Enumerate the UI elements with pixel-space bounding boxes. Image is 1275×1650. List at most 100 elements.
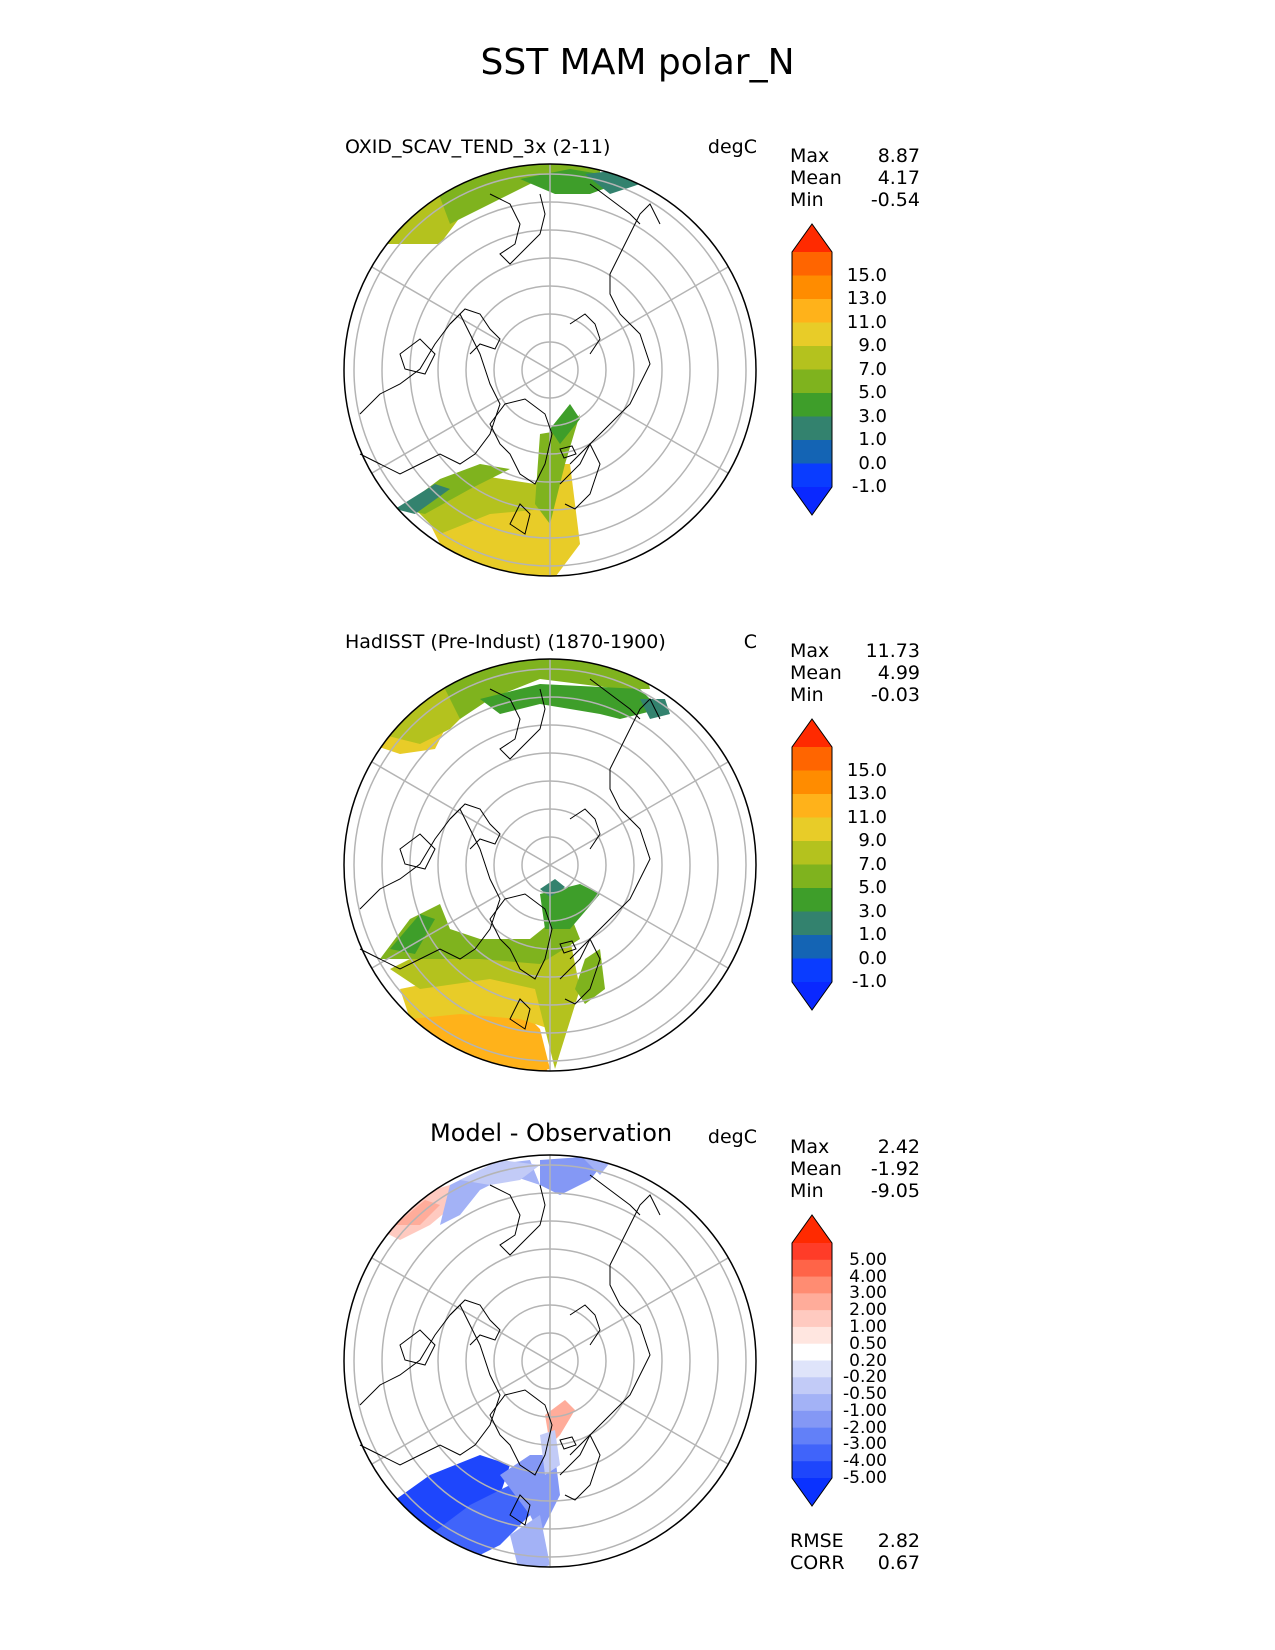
colorbar-tick-label: 3.0	[858, 900, 887, 922]
colorbar-segment	[792, 770, 832, 795]
stat-label: Mean	[790, 1158, 842, 1180]
panel-1-stats: Max 8.87 Mean 4.17 Min -0.54	[790, 145, 920, 211]
colorbar-segment	[792, 275, 832, 300]
colorbar-extend-min	[792, 1478, 832, 1506]
colorbar-extend-max	[792, 1215, 832, 1243]
sst-atlantic-mid	[390, 939, 580, 1069]
colorbar-tick-label: 5.0	[858, 382, 887, 403]
colorbar-segment	[792, 817, 832, 842]
stat-value: -0.54	[870, 189, 920, 211]
colorbar-extend-min	[792, 487, 832, 515]
colorbar-tick-label: 9.0	[858, 335, 887, 356]
colorbar-tick-label: 2.00	[849, 1300, 887, 1321]
colorbar-tick-label: 4.00	[849, 1266, 887, 1287]
colorbar-segment	[792, 393, 832, 417]
coast-arctic-islands	[449, 803, 501, 850]
sst-baltic	[575, 949, 605, 1004]
sst-barents	[540, 884, 600, 929]
coast-uk	[509, 998, 531, 1030]
colorbar-extend-max	[792, 719, 832, 747]
coast-alaska	[489, 1184, 546, 1256]
colorbar-segment	[792, 958, 832, 983]
colorbar-tick-label: 7.0	[858, 853, 887, 875]
bias-pacific-blue2	[460, 1160, 540, 1185]
colorbar-segment	[792, 1360, 832, 1378]
colorbar-tick-label: 5.00	[849, 1249, 887, 1270]
colorbar-segment	[792, 911, 832, 936]
coast-siberia-north	[569, 808, 601, 850]
colorbar-segment	[792, 1259, 832, 1278]
coast-greenland	[489, 893, 553, 980]
coast-iceland	[559, 940, 577, 954]
stat-value: 4.17	[877, 167, 920, 189]
coast-uk	[509, 1494, 531, 1526]
colorbar-segment	[792, 1326, 832, 1345]
colorbar-segment	[792, 1461, 832, 1479]
metric-value: 0.67	[877, 1552, 920, 1574]
colorbar-tick-label: 0.0	[858, 947, 887, 969]
stat-label: Max	[790, 640, 830, 662]
colorbar-tick-label: 5.0	[858, 877, 887, 898]
coast-scandinavia	[559, 442, 601, 510]
colorbar-segment	[792, 1276, 832, 1294]
coast-alaska	[489, 688, 546, 760]
coast-kamchatka	[589, 183, 641, 225]
colorbar-tick-label: 0.50	[849, 1333, 887, 1354]
stat-value: -1.92	[870, 1158, 920, 1180]
colorbar-tick-label: 3.0	[858, 405, 887, 427]
colorbar-outline	[791, 223, 833, 516]
colorbar-tick-label: 11.0	[846, 311, 887, 333]
metric-value: 2.82	[877, 1530, 920, 1552]
stat-value: -9.05	[870, 1180, 920, 1202]
metric-label: RMSE	[790, 1530, 844, 1552]
colorbar-tick-label: 11.0	[846, 806, 887, 828]
colorbar-tick-label: -1.00	[843, 1400, 887, 1421]
colorbar-outline	[791, 1214, 833, 1507]
coast-hudson	[399, 1329, 436, 1366]
sst-atlantic-mid	[410, 464, 555, 534]
stat-label: Min	[790, 1180, 824, 1202]
colorbar-segment	[792, 440, 832, 464]
colorbar-tick-label: 13.0	[846, 783, 887, 804]
sst-norwegian	[535, 414, 580, 524]
stat-value: 11.73	[865, 640, 920, 662]
colorbar-segment	[792, 252, 832, 276]
colorbar-segment	[792, 1243, 832, 1261]
colorbar-segment	[792, 935, 832, 959]
panel-2-map	[343, 658, 757, 1072]
panel-3-metrics: RMSE 2.82 CORR 0.67	[790, 1530, 920, 1574]
panel-1-map	[343, 163, 757, 577]
metric-label: CORR	[790, 1552, 845, 1574]
colorbar-segment	[792, 841, 832, 865]
coast-north-america	[359, 1304, 501, 1466]
colorbar-tick-label: 1.00	[849, 1316, 887, 1337]
colorbar-segment	[792, 1427, 832, 1445]
colorbar-segment	[792, 1343, 832, 1361]
colorbar-outline	[791, 718, 833, 1011]
colorbar-tick-label: 0.0	[858, 452, 887, 474]
colorbar-extend-max	[792, 224, 832, 252]
stat-label: Max	[790, 1136, 830, 1158]
stat-label: Max	[790, 145, 830, 167]
colorbar-extend-min	[792, 982, 832, 1010]
coast-iceland	[559, 1436, 577, 1450]
sst-atlantic-warm	[400, 979, 550, 1029]
panel-1-units: degC	[707, 136, 757, 158]
colorbar-tick-label: 0.20	[849, 1350, 887, 1371]
coast-alaska	[489, 193, 546, 265]
colorbar-tick-label: -0.50	[843, 1384, 887, 1405]
colorbar-segment	[792, 888, 832, 912]
panel-1-colorbar	[791, 223, 833, 516]
panel-3-colorbar	[791, 1214, 833, 1507]
panel-2-colorbar-ticks: 15.0 13.0 11.0 9.0 7.0 5.0 3.0 1.0 0.0 -1.0	[835, 717, 895, 1012]
coast-uk	[509, 503, 531, 535]
panel-3-units: degC	[707, 1126, 757, 1148]
colorbar-segment	[792, 1293, 832, 1311]
stat-label: Min	[790, 684, 824, 706]
panel-3-colorbar-ticks: 5.00 4.00 3.00 2.00 1.00 0.50 0.20 -0.20 -0.50 -1…	[835, 1213, 895, 1508]
colorbar-tick-label: -4.00	[843, 1451, 887, 1472]
coast-arctic-islands	[449, 1299, 501, 1346]
colorbar-segment	[792, 299, 832, 323]
coast-hudson	[399, 833, 436, 870]
colorbar-segment	[792, 1410, 832, 1429]
